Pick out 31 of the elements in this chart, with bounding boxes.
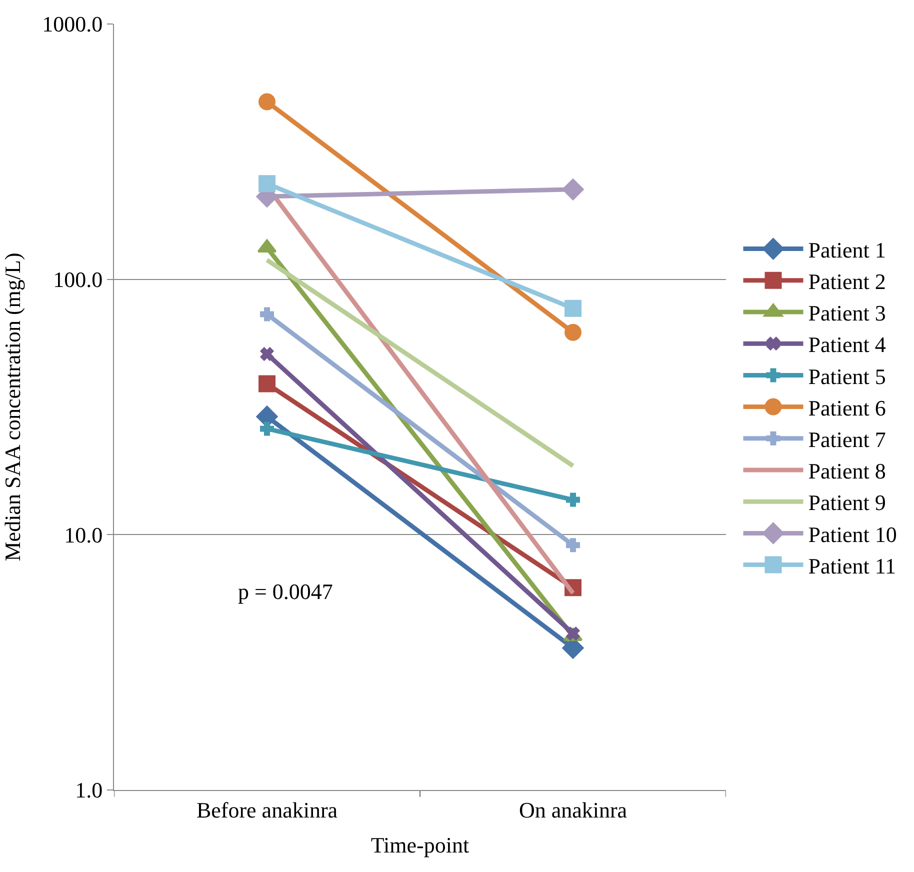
point (260, 347, 274, 361)
y-tick-label: 100.0 (53, 267, 103, 292)
point (566, 538, 580, 552)
legend-label: Patient 8 (808, 458, 886, 484)
legend-label: Patient 9 (808, 490, 886, 516)
legend-label: Patient 6 (808, 395, 886, 420)
y-tick-label: 1.0 (75, 778, 103, 803)
legend-label: Patient 2 (808, 268, 886, 294)
x-tick-label: Before anakinra (196, 797, 338, 822)
y-axis-title: Median SAA concentration (mg/L) (0, 252, 25, 562)
point (260, 422, 274, 436)
legend-label: Patient 3 (808, 300, 886, 326)
y-tick-label: 1000.0 (42, 12, 103, 37)
point (258, 93, 276, 110)
point (564, 324, 582, 341)
x-tick-label: On anakinra (518, 797, 628, 822)
legend-label: Patient 5 (808, 364, 886, 389)
point (258, 375, 276, 392)
point (260, 307, 274, 322)
legend-label: Patient 10 (808, 522, 897, 547)
legend-label: Patient 7 (808, 426, 886, 452)
point (566, 492, 580, 507)
annotation: p = 0.0047 (238, 579, 333, 604)
legend-label: Patient 4 (808, 332, 886, 358)
point (564, 300, 582, 317)
point (258, 175, 276, 192)
y-tick-label: 10.0 (64, 522, 103, 548)
point (562, 178, 584, 200)
legend-label: Patient 11 (808, 553, 896, 578)
x-axis-title: Time-point (370, 832, 470, 858)
legend-label: Patient 1 (808, 237, 886, 262)
